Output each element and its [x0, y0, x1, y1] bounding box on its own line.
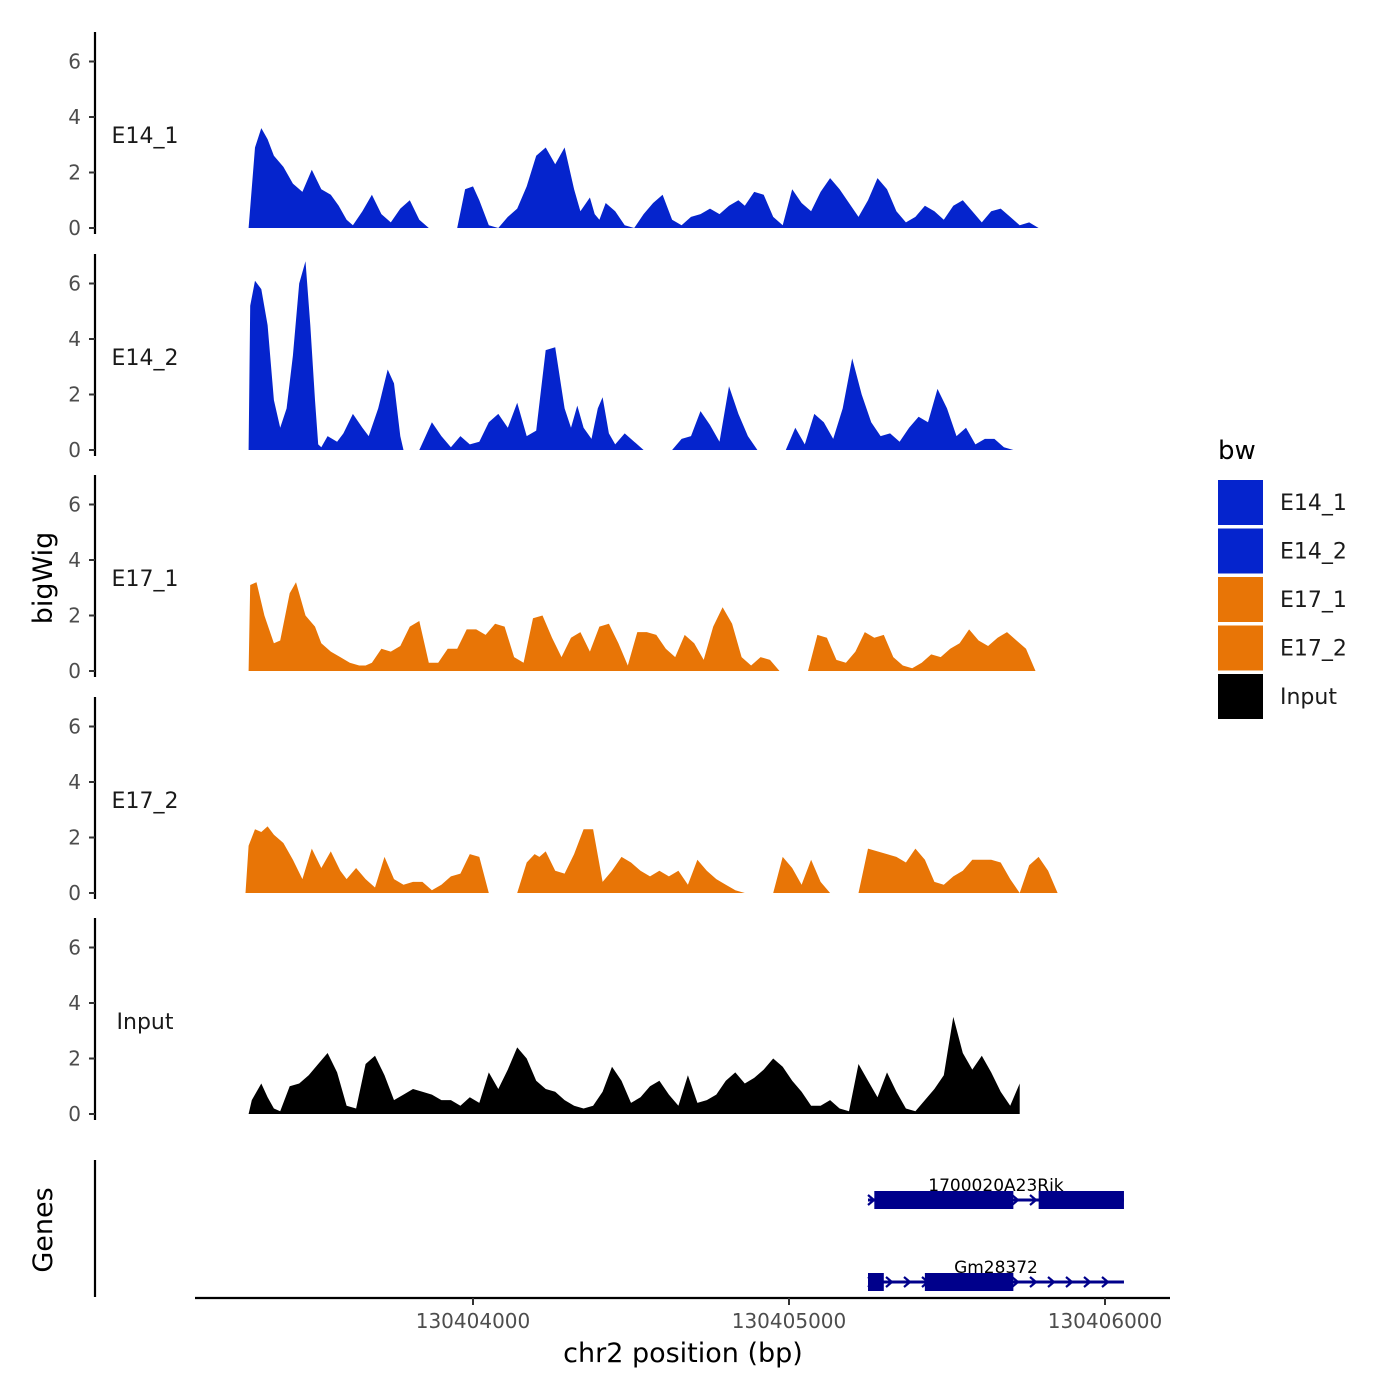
y-tick-label: 6 — [68, 936, 81, 960]
signal-area — [457, 147, 1039, 228]
y-tick-label: 0 — [68, 216, 81, 240]
track-label: E17_1 — [112, 567, 179, 592]
strand-chevron — [1011, 1194, 1020, 1206]
legend-entry: E17_2 — [1218, 625, 1347, 671]
gene-exon — [874, 1191, 1014, 1209]
track-input: 0 2 4 6 Input — [68, 918, 1020, 1126]
y-tick-label: 6 — [68, 50, 81, 74]
signal-area — [858, 848, 1058, 893]
signal-area — [248, 1016, 1020, 1114]
signal-area — [773, 856, 831, 893]
gene-1700020a23rik: 1700020A23Rik — [867, 1176, 1124, 1209]
signal-area — [245, 826, 489, 893]
gene-name-label: Gm28372 — [954, 1258, 1038, 1278]
legend-label: E14_2 — [1280, 540, 1347, 565]
y-tick-label: 4 — [68, 105, 81, 129]
strand-chevron — [903, 1276, 912, 1288]
signal-area — [808, 629, 1036, 671]
signal-area — [248, 261, 404, 450]
legend-label: E17_2 — [1280, 637, 1347, 662]
legend-swatch — [1218, 625, 1263, 671]
track-e17-1: 0 2 4 6 E17_1 — [68, 475, 1036, 683]
legend-swatch — [1218, 674, 1263, 719]
y-tick-label: 2 — [68, 1047, 81, 1071]
legend-swatch — [1218, 528, 1263, 574]
y-tick-label: 0 — [68, 438, 81, 462]
legend-entry: E14_1 — [1218, 480, 1347, 525]
signal-area — [419, 347, 644, 450]
track-label: E17_2 — [112, 789, 179, 814]
y-tick-label: 2 — [68, 604, 81, 628]
legend-label: E14_1 — [1280, 491, 1347, 516]
x-tick-label: 130406000 — [1048, 1309, 1163, 1333]
x-tick-label: 130405000 — [732, 1309, 847, 1333]
strand-chevron — [1011, 1276, 1020, 1288]
y-tick-label: 4 — [68, 327, 81, 351]
track-label: Input — [117, 1010, 174, 1035]
strand-chevron — [1083, 1276, 1092, 1288]
legend-entry: E14_2 — [1218, 528, 1347, 574]
strand-chevron — [1047, 1276, 1056, 1288]
signal-area — [248, 128, 429, 228]
gene-gm28372: Gm28372 — [867, 1258, 1124, 1291]
legend-label: Input — [1280, 685, 1337, 710]
signal-tracks: 0 2 4 6 E14_1 0 2 4 6 E14_2 0 2 4 6 E17_1 0 2 4 6 E17_2 0 2 4 6… — [68, 32, 1058, 1126]
y-tick-label: 0 — [68, 1102, 81, 1126]
y-tick-label: 2 — [68, 826, 81, 850]
track-e14-1: 0 2 4 6 E14_1 — [68, 32, 1039, 240]
legend-swatch — [1218, 480, 1263, 525]
strand-chevron — [885, 1276, 894, 1288]
y-tick-label: 6 — [68, 715, 81, 739]
strand-chevron — [867, 1194, 876, 1206]
y-tick-label: 6 — [68, 272, 81, 296]
gene-exon — [924, 1273, 1014, 1291]
legend-swatch — [1218, 577, 1263, 622]
signal-area — [248, 582, 780, 671]
legend-entry: E17_1 — [1218, 577, 1347, 622]
strand-chevron — [1101, 1276, 1110, 1288]
x-axis-title: chr2 position (bp) — [563, 1338, 803, 1369]
legend-label: E17_1 — [1280, 588, 1347, 613]
legend: bw E14_1 E14_2 E17_1 E17_2 Input — [1218, 436, 1347, 719]
signal-area — [672, 386, 758, 450]
y-tick-label: 4 — [68, 548, 81, 572]
gene-exon — [1038, 1191, 1124, 1209]
genes-axis-title: Genes — [28, 1187, 59, 1272]
y-tick-label: 6 — [68, 493, 81, 517]
signal-area — [517, 829, 745, 893]
strand-chevron — [1029, 1194, 1038, 1206]
y-tick-label: 2 — [68, 383, 81, 407]
legend-entry: Input — [1218, 674, 1337, 719]
gene-name-label: 1700020A23Rik — [928, 1176, 1064, 1196]
track-label: E14_2 — [112, 346, 179, 371]
y-tick-label: 4 — [68, 770, 81, 794]
strand-chevron — [1029, 1276, 1038, 1288]
track-e14-2: 0 2 4 6 E14_2 — [68, 254, 1014, 462]
track-label: E14_1 — [112, 124, 179, 149]
strand-chevron — [1065, 1276, 1074, 1288]
gene-exon — [868, 1273, 884, 1291]
y-tick-label: 0 — [68, 881, 81, 905]
legend-title: bw — [1218, 436, 1256, 466]
y-tick-label: 2 — [68, 161, 81, 185]
track-e17-2: 0 2 4 6 E17_2 — [68, 697, 1058, 905]
x-axis: 130404000 130405000 130406000 — [195, 1296, 1170, 1333]
genes-panel: 1700020A23Rik Gm28372 — [93, 1160, 1124, 1297]
y-tick-label: 4 — [68, 991, 81, 1015]
y-tick-label: 0 — [68, 659, 81, 683]
signal-area — [785, 358, 1014, 450]
y-axis-title: bigWig — [28, 532, 59, 625]
x-tick-label: 130404000 — [416, 1309, 531, 1333]
